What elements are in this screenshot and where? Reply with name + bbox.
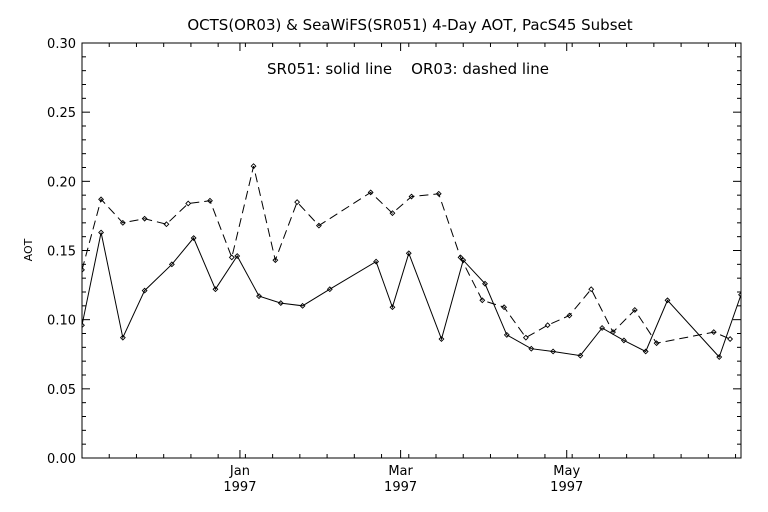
data-point-sr051: [738, 291, 741, 298]
series-layer: [82, 163, 741, 360]
y-tick-label: 0.15: [47, 245, 76, 260]
data-point-sr051: [620, 337, 627, 344]
series-or03: [82, 163, 734, 347]
data-point-or03: [272, 257, 279, 264]
data-point-or03: [457, 254, 464, 261]
data-point-sr051: [438, 336, 445, 342]
data-point-sr051: [550, 348, 557, 355]
data-point-or03: [367, 189, 374, 196]
data-point-or03: [566, 312, 573, 319]
y-tick-label: 0.30: [47, 37, 76, 52]
data-point-sr051: [212, 286, 219, 293]
data-point-sr051: [599, 325, 606, 331]
y-tick-label: 0.05: [47, 383, 76, 398]
data-point-or03: [119, 219, 126, 226]
data-point-or03: [250, 163, 257, 170]
data-point-or03: [544, 322, 551, 329]
y-tick-label: 0.20: [47, 175, 76, 190]
x-tick-year-label: 1997: [384, 480, 417, 495]
data-point-or03: [163, 221, 170, 228]
y-tick-label: 0.00: [47, 452, 76, 467]
data-point-or03: [141, 215, 148, 222]
data-point-or03: [228, 254, 235, 261]
data-point-or03: [631, 307, 638, 313]
data-point-sr051: [234, 253, 241, 259]
x-tick-month-label: Jan: [229, 464, 250, 479]
axes-group: 0.000.050.100.150.200.250.30Jan1997Mar19…: [47, 37, 742, 495]
data-point-or03: [408, 193, 415, 200]
data-point-or03: [727, 336, 734, 342]
data-point-sr051: [405, 250, 412, 257]
chart-title: OCTS(OR03) & SeaWiFS(SR051) 4-Day AOT, P…: [187, 16, 632, 34]
y-axis-label: AOT: [22, 238, 35, 261]
data-point-sr051: [389, 304, 396, 311]
data-point-sr051: [577, 352, 584, 359]
data-point-or03: [610, 329, 616, 336]
line-style-annotation: SR051: solid line OR03: dashed line: [267, 60, 549, 78]
data-point-sr051: [256, 293, 262, 300]
data-point-or03: [82, 266, 85, 273]
data-point-sr051: [299, 302, 306, 309]
data-point-or03: [653, 340, 660, 347]
data-point-sr051: [168, 261, 175, 268]
data-point-sr051: [98, 229, 104, 236]
data-point-or03: [501, 304, 508, 311]
data-point-or03: [588, 286, 595, 293]
data-point-sr051: [190, 235, 197, 241]
data-point-sr051: [482, 280, 488, 287]
data-point-or03: [98, 196, 104, 203]
data-point-or03: [315, 222, 322, 229]
data-point-sr051: [664, 297, 671, 304]
series-line-or03: [82, 165, 731, 344]
data-point-sr051: [277, 300, 284, 307]
data-point-or03: [479, 297, 486, 304]
data-point-or03: [207, 197, 213, 204]
data-point-sr051: [503, 331, 510, 338]
data-point-sr051: [82, 322, 85, 329]
y-tick-label: 0.10: [47, 314, 76, 329]
data-point-sr051: [642, 348, 649, 355]
data-point-sr051: [119, 334, 126, 341]
x-tick-year-label: 1997: [223, 480, 256, 495]
x-tick-month-label: Mar: [388, 464, 413, 479]
data-point-or03: [389, 210, 396, 217]
data-point-or03: [435, 190, 442, 197]
x-tick-year-label: 1997: [550, 480, 583, 495]
data-point-sr051: [528, 345, 535, 352]
data-point-sr051: [716, 354, 723, 360]
data-point-or03: [185, 200, 192, 207]
y-tick-label: 0.25: [47, 106, 76, 121]
data-point-or03: [294, 199, 301, 206]
data-point-sr051: [373, 258, 380, 265]
data-point-sr051: [326, 286, 333, 293]
data-point-sr051: [141, 287, 148, 294]
data-point-or03: [710, 329, 717, 336]
x-tick-month-label: May: [553, 464, 580, 479]
data-point-or03: [522, 334, 529, 341]
